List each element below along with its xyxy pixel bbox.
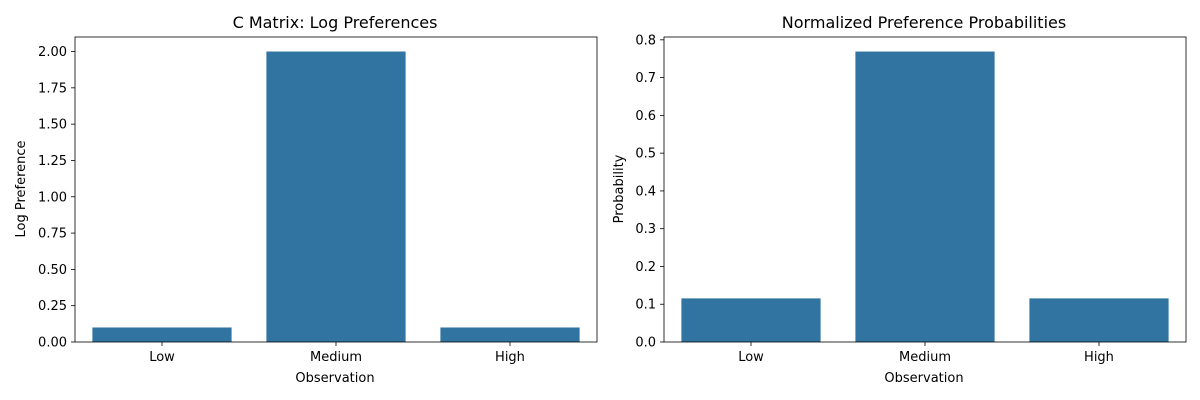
chart-2-title: Normalized Preference Probabilities (782, 13, 1066, 32)
y-tick-label: 0.8 (635, 33, 656, 48)
x-tick-label: Medium (899, 350, 951, 365)
y-tick-label: 0.25 (38, 299, 67, 314)
y-tick-label: 0.2 (635, 260, 656, 275)
y-tick-label: 0.75 (38, 227, 67, 242)
x-tick-label: High (495, 350, 525, 365)
y-tick-label: 0.50 (38, 263, 67, 278)
x-tick-label: Low (738, 350, 764, 365)
y-tick-label: 0.5 (635, 147, 656, 162)
bar-medium (855, 51, 995, 342)
chart-1-y-axis-label: Log Preference (14, 140, 29, 237)
y-tick-label: 1.50 (38, 118, 67, 133)
y-tick-label: 0.00 (38, 336, 67, 351)
y-tick-label: 0.7 (635, 71, 656, 86)
chart-1-x-axis-label: Observation (295, 371, 374, 386)
y-tick-label: 1.75 (38, 81, 67, 96)
bar-high (1029, 298, 1169, 342)
y-tick-label: 1.25 (38, 154, 67, 169)
chart-2-y-axis-label: Probability (612, 154, 627, 223)
chart-2-x-axis-label: Observation (884, 371, 963, 386)
chart-1-bars (92, 51, 580, 343)
y-tick-label: 0.4 (635, 184, 656, 199)
chart-2-bars (681, 51, 1169, 342)
chart-1-x-ticks: Low Medium High (149, 342, 525, 365)
y-tick-label: 0.6 (635, 109, 656, 124)
y-tick-label: 1.00 (38, 190, 67, 205)
x-tick-label: Low (149, 350, 175, 365)
y-tick-label: 2.00 (38, 45, 67, 60)
y-tick-label: 0.3 (635, 222, 656, 237)
chart-2-y-ticks: 0.0 0.1 0.2 0.3 0.4 0.5 0.6 0.7 0.8 (635, 33, 664, 351)
y-tick-label: 0.1 (635, 298, 656, 313)
bar-high (440, 327, 580, 342)
bar-low (92, 327, 232, 342)
x-tick-label: High (1084, 350, 1114, 365)
y-tick-label: 0.0 (635, 336, 656, 351)
bar-medium (266, 51, 406, 343)
bar-low (681, 298, 821, 342)
chart-2-plot-frame (663, 36, 1187, 343)
x-tick-label: Medium (310, 350, 362, 365)
chart-normalized-probabilities: Normalized Preference Probabilities 0.00… (612, 13, 1187, 386)
chart-1-plot-frame (74, 36, 598, 343)
chart-log-preferences: C Matrix: Log Preferences 0.000.250.500.… (14, 13, 598, 386)
chart-2-x-ticks: Low Medium High (738, 342, 1114, 365)
chart-1-y-ticks: 0.00 0.25 0.50 0.75 1.00 1.25 1.50 1.75 2.00 (38, 45, 75, 351)
chart-1-title: C Matrix: Log Preferences (233, 13, 438, 32)
